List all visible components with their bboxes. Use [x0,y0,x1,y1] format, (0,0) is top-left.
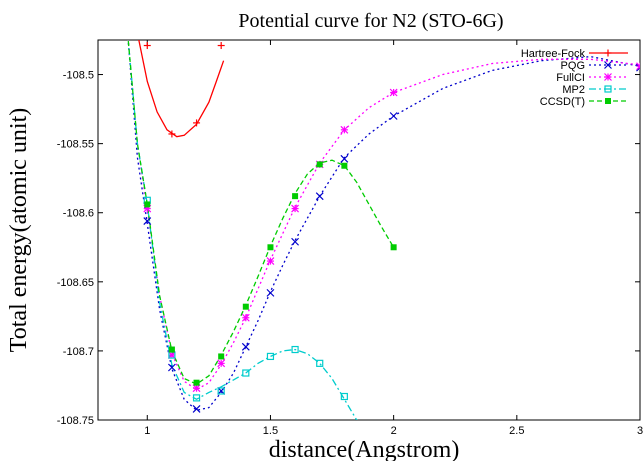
data-point-ccsd-t [316,161,323,168]
data-point-ccsd-t [292,193,299,200]
y-tick-label: -108.7 [63,346,94,358]
legend-marker-mp2 [604,85,612,93]
data-point-fullci [389,88,398,97]
legend-label-fullci: FullCI [556,72,585,84]
data-point-pqg [192,405,201,413]
data-point-fullci [291,204,300,213]
y-tick-label: -108.6 [63,208,94,220]
data-point-pqg [636,63,640,72]
data-point-hartree-fock [168,130,176,138]
data-point-fullci [192,384,201,393]
data-point-mp2 [266,352,275,361]
y-tick-label: -108.75 [57,415,94,427]
data-point-pqg [389,112,398,120]
series-line-mp2 [127,40,358,420]
data-point-pqg [143,217,152,225]
x-tick-label: 1 [144,425,150,437]
data-point-mp2 [316,359,324,367]
data-point-ccsd-t [144,201,151,208]
data-point-fullci [266,257,275,266]
data-point-hartree-fock [217,42,225,50]
series-points [143,42,640,413]
axis-ticks: 1 1.5 2 2.5 3 -108.5 -108.55 -108.6 -108.65 -108.… [57,40,643,437]
data-point-fullci [241,313,250,322]
x-axis-label: distance(Angstrom) [269,437,460,461]
legend-label-ccsd-t: CCSD(T) [540,96,585,108]
data-point-fullci [636,62,640,71]
data-point-pqg [167,363,176,372]
x-tick-label: 2 [391,425,397,437]
data-point-pqg [340,154,349,163]
data-point-pqg [217,387,226,395]
data-point-ccsd-t [218,353,225,360]
data-point-mp2 [291,345,299,354]
data-point-ccsd-t [390,244,397,251]
x-tick-label: 3 [637,425,643,437]
data-point-fullci [167,351,176,359]
data-point-pqg [291,237,300,246]
data-point-mp2 [242,369,250,377]
legend-marker-ccsd-t [605,98,611,104]
legend-label-mp2: MP2 [562,84,585,96]
data-point-hartree-fock [143,42,151,50]
y-tick-label: -108.55 [57,139,94,151]
x-tick-label: 2.5 [509,425,524,437]
legend-label-pqg: PQG [561,60,585,72]
x-tick-label: 1.5 [263,425,278,437]
data-point-pqg [241,342,250,351]
data-point-mp2 [217,387,225,395]
data-point-pqg [315,192,324,201]
data-point-ccsd-t [168,346,175,353]
series-line-pqg [127,40,640,412]
data-point-fullci [340,125,349,134]
chart-title: Potential curve for N2 (STO-6G) [238,10,503,32]
data-point-ccsd-t [341,162,348,169]
legend-marker-fullci [604,73,612,81]
plot-frame [97,39,641,421]
data-point-hartree-fock [193,119,201,127]
legend-marker-pqg [604,61,612,69]
y-tick-label: -108.5 [63,70,94,82]
data-point-mp2 [192,394,201,402]
data-point-fullci [217,359,226,368]
data-point-pqg [266,288,275,297]
legend-label-hartree-fock: Hartree-Fock [521,48,586,60]
data-point-ccsd-t [267,244,274,251]
data-point-mp2 [340,392,348,401]
series-line-hartree-fock [138,40,225,138]
series-line-ccsd-t [127,40,395,385]
data-point-ccsd-t [242,303,249,310]
data-point-ccsd-t [193,379,200,386]
y-axis-label: Total energy(atomic unit) [6,108,32,352]
legend-marker-hartree-fock [604,49,612,57]
y-tick-label: -108.65 [57,277,94,289]
series-curves [127,40,640,420]
